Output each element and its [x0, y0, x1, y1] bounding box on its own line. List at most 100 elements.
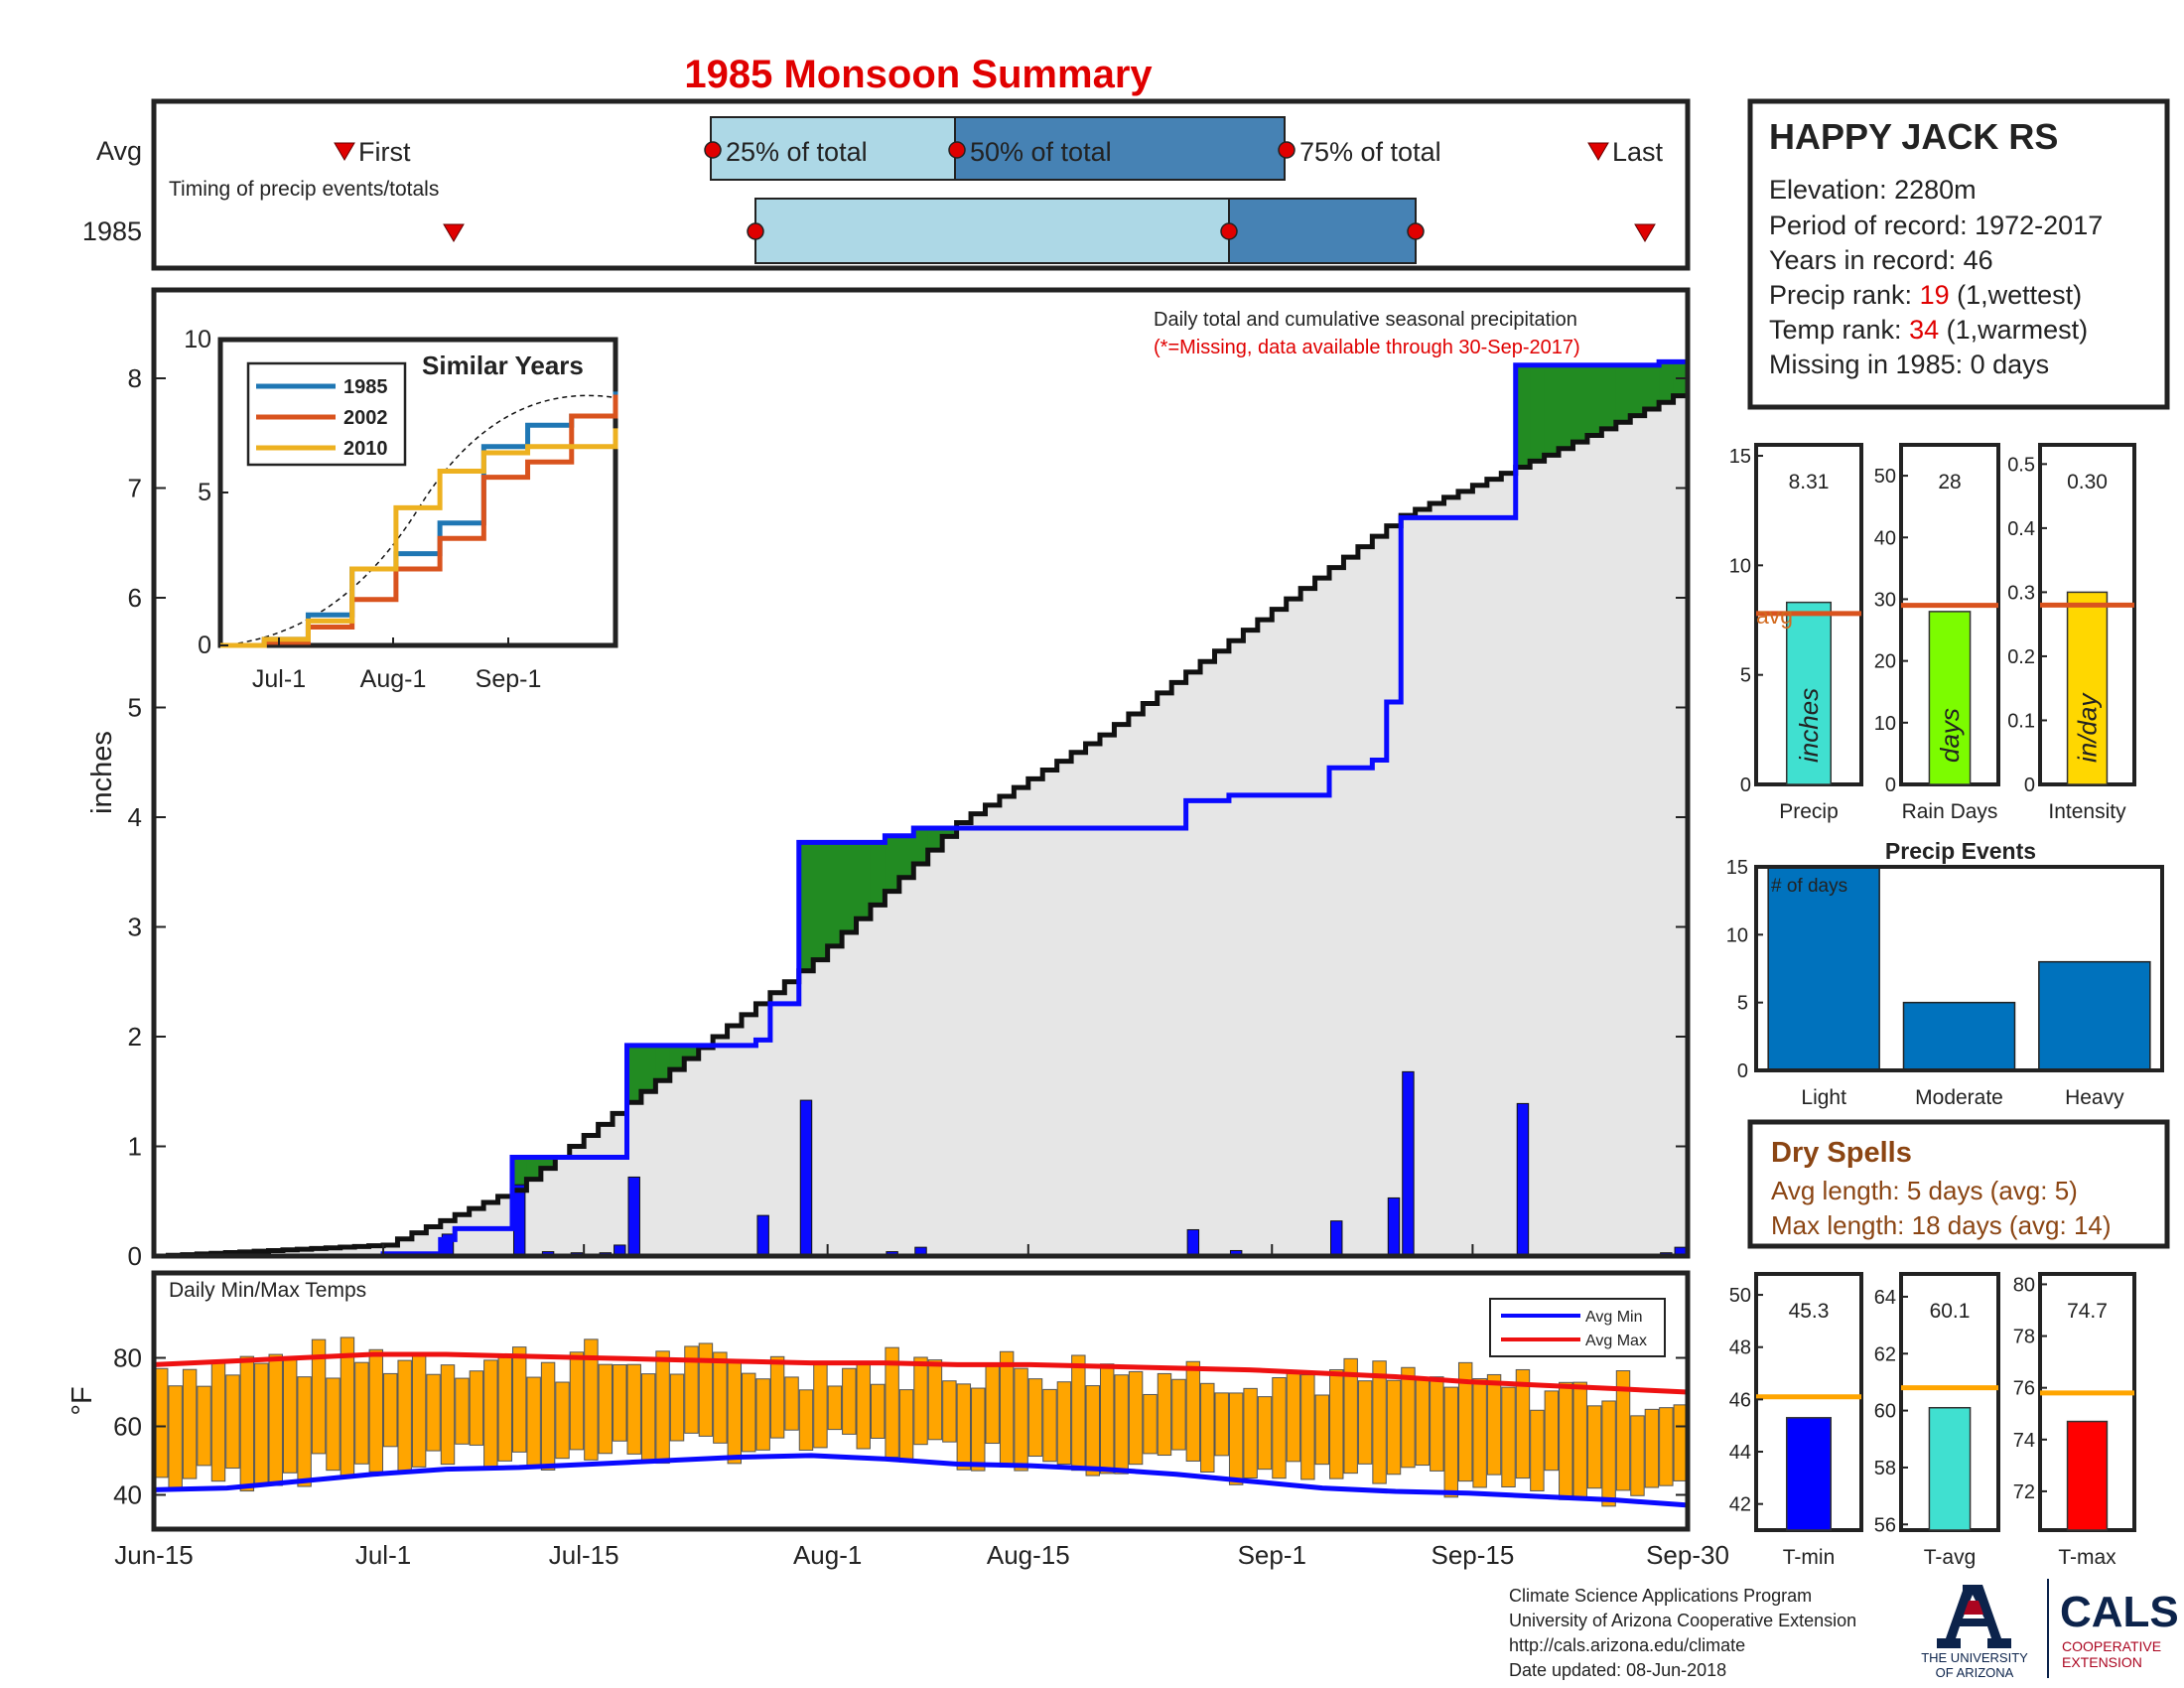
xtick-label: Jun-15: [114, 1540, 194, 1570]
station-years: Years in record: 46: [1769, 245, 1993, 275]
main-note: Daily total and cumulative seasonal prec…: [1154, 309, 1577, 331]
daily-temp-bar: [956, 1383, 972, 1471]
daily-temp-bar: [784, 1376, 799, 1431]
daily-temp-bar: [1343, 1357, 1358, 1475]
stat-tick-label: 5: [1740, 665, 1751, 687]
event-bar-heavy: [2038, 960, 2151, 1071]
daily-temp-bar: [483, 1359, 498, 1468]
inset-legend-label: 2002: [343, 407, 388, 429]
stat-tick-label: 0.5: [2007, 454, 2035, 476]
inset-series-2002: [220, 394, 618, 648]
avg-min-line: [153, 1453, 1689, 1508]
daily-temp-bar: [742, 1372, 756, 1453]
inset-xtick-label: Jul-1: [252, 665, 306, 693]
stat-value: 0.30: [2067, 471, 2108, 493]
daily-temp-bar: [1415, 1379, 1431, 1467]
event-tick-label: 10: [1726, 924, 1748, 946]
timing-year-label: 1985: [82, 216, 142, 246]
daily-temp-bar: [368, 1348, 384, 1473]
daily-precip-bar: [799, 1099, 813, 1257]
first-label: First: [358, 137, 411, 167]
daily-temp-bar: [1615, 1370, 1631, 1491]
xtick-label: Jul-15: [549, 1540, 619, 1570]
above-average-area: [885, 835, 900, 892]
daily-temp-bar: [1185, 1360, 1201, 1462]
station-missing: Missing in 1985: 0 days: [1769, 350, 2049, 379]
stat-box-intensity: in/day 0.30 Intensity 0 0.1 0.2 0.3 0.4 0.5: [2007, 443, 2136, 823]
stat-tick-label: 0.1: [2007, 710, 2035, 732]
daily-temp-bar: [1228, 1392, 1244, 1485]
stat-box-t-avg: 60.1 T-avg 56 58 60 62 64: [1874, 1272, 2000, 1569]
xtick-label: Jul-1: [355, 1540, 411, 1570]
inset-legend-label: 2010: [343, 438, 388, 460]
daily-temp-bar: [182, 1368, 198, 1479]
daily-temp-bar: [1673, 1404, 1689, 1481]
daily-temp-bar: [1443, 1386, 1458, 1498]
daily-temp-bar: [455, 1377, 470, 1445]
stat-label: Intensity: [2048, 800, 2126, 823]
daily-temp-bar: [1357, 1380, 1373, 1465]
above-average-area: [669, 1045, 685, 1070]
daily-temp-bar: [1157, 1372, 1172, 1457]
daily-temp-bar: [1601, 1400, 1616, 1507]
daily-temp-bar: [927, 1359, 943, 1441]
daily-temp-bar: [569, 1351, 585, 1451]
daily-temp-bar: [1314, 1394, 1330, 1466]
p75-label: 75% of total: [1299, 137, 1441, 167]
university-of-arizona-logo: THE UNIVERSITY OF ARIZONA: [1921, 1585, 2028, 1680]
events-note: # of days: [1771, 876, 1847, 897]
daily-temp-bar: [1401, 1366, 1416, 1469]
daily-temp-bar: [282, 1358, 298, 1474]
daily-temp-bar: [827, 1385, 843, 1431]
event-tick-label: 0: [1737, 1060, 1748, 1082]
stat-value: 45.3: [1789, 1300, 1830, 1323]
xtick-label: Sep-1: [1238, 1540, 1306, 1570]
daily-temp-bar: [354, 1361, 369, 1465]
stat-tick-label: 60: [1874, 1401, 1896, 1423]
main-ytick-label: 8: [128, 363, 142, 393]
stat-label: T-avg: [1924, 1546, 1977, 1569]
daily-temp-bar: [971, 1387, 986, 1472]
daily-temp-bar: [1515, 1368, 1531, 1479]
avg-p25-marker: [704, 141, 722, 159]
stat-value: 28: [1938, 471, 1961, 493]
average-cumulative-line: [154, 389, 1691, 1259]
precip-rank: Precip rank: 19 (1,wettest): [1769, 280, 2082, 310]
daily-temp-bar: [755, 1378, 770, 1451]
stat-tick-label: 76: [2013, 1378, 2035, 1400]
stat-tick-label: 48: [1729, 1337, 1751, 1359]
above-average-area: [655, 1045, 671, 1081]
daily-temp-bar: [1071, 1354, 1086, 1472]
daily-temp-bar: [154, 1367, 169, 1478]
above-average-area: [1559, 364, 1574, 449]
stat-tick-label: 50: [1874, 466, 1896, 488]
inset-series-2010: [220, 428, 618, 648]
stat-unit: inches: [1794, 688, 1824, 763]
stat-tick-label: 0: [1885, 774, 1896, 796]
inset-title: Similar Years: [422, 351, 584, 380]
stat-value: 74.7: [2067, 1300, 2108, 1323]
daily-temp-bar: [1272, 1377, 1287, 1479]
daily-temp-bar: [1372, 1360, 1387, 1484]
footer-line3: http://cals.arizona.edu/climate: [1509, 1635, 1745, 1655]
station-elevation: Elevation: 2280m: [1769, 175, 1977, 205]
main-ytick-label: 2: [128, 1022, 142, 1052]
above-average-area: [526, 1157, 542, 1180]
daily-temp-bar: [1472, 1378, 1487, 1488]
above-average-area: [684, 1045, 700, 1059]
above-average-area: [870, 842, 887, 906]
daily-temp-bar: [727, 1361, 743, 1465]
above-average-area: [1544, 364, 1560, 456]
avg-50-75-box: [954, 116, 1286, 181]
similar-years-inset: 0 5 10 Jul-1 Aug-1 Sep-1 Similar Years 1985 20…: [184, 326, 618, 693]
inset-ytick-label: 0: [198, 632, 211, 659]
daily-temp-bar: [669, 1373, 685, 1442]
year-25-50-box: [754, 198, 1230, 264]
main-ytick-label: 1: [128, 1132, 142, 1162]
station-period: Period of record: 1972-2017: [1769, 211, 2103, 240]
daily-temp-bar: [640, 1373, 656, 1462]
above-average-area: [540, 1157, 556, 1169]
avg-last-marker: [1587, 142, 1609, 161]
daily-temp-bar: [1171, 1378, 1186, 1451]
